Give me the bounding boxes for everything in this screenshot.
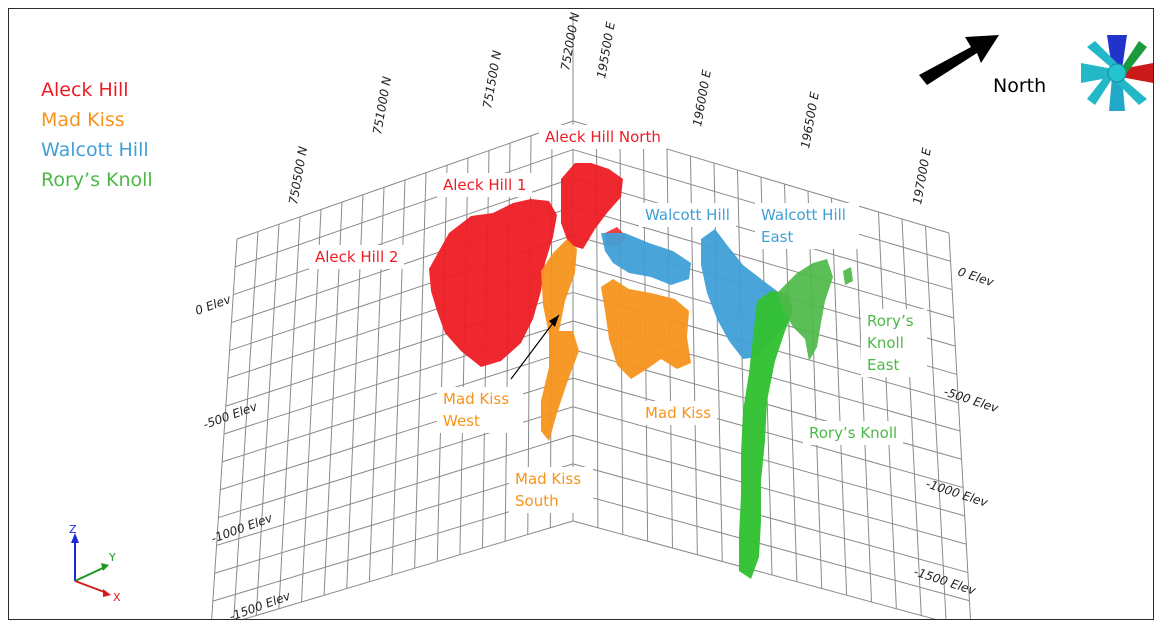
- grid-line: [242, 520, 574, 619]
- elev-left-tick-label: 0 Elev: [193, 292, 233, 318]
- grid-line: [236, 120, 574, 240]
- elev-right-tick-label: 0 Elev: [956, 265, 996, 290]
- legend-mad-kiss: Mad Kiss: [41, 109, 125, 131]
- legend-rorys-knoll: Rory’s Knoll: [41, 169, 153, 191]
- elev-right-tick-label: -500 Elev: [942, 385, 1001, 416]
- easting-tick-label: 197000 E: [910, 146, 934, 205]
- easting-tick-label: 196500 E: [798, 90, 822, 149]
- rorys-knoll-east-body[interactable]: [777, 259, 833, 361]
- grid-line: [233, 231, 259, 619]
- triad-z-label: Z: [69, 525, 77, 536]
- northing-tick-label: 751500 N: [480, 49, 504, 109]
- northing-tick-label: 751000 N: [370, 75, 394, 135]
- mad-kiss-body[interactable]: [601, 279, 691, 379]
- axis-triad-icon: Z Y X: [69, 525, 121, 604]
- rorys-knoll-east-outlier: [843, 267, 853, 285]
- aleck-hill-north-body[interactable]: [561, 163, 623, 249]
- north-label: North: [993, 75, 1047, 97]
- grid-line: [572, 434, 967, 545]
- label-walcott-hill: Walcott Hill: [639, 203, 736, 227]
- label-aleck-hill-north: Aleck Hill North: [539, 125, 667, 149]
- legend: Aleck Hill Mad Kiss Walcott Hill Rory’s …: [41, 75, 153, 195]
- legend-aleck-hill: Aleck Hill: [41, 79, 129, 101]
- label-rorys-knoll-east: Rory’s Knoll East: [861, 309, 927, 377]
- 3d-scene[interactable]: 750500 N 751000 N 751500 N 752000 N 195500 E…: [9, 9, 1154, 620]
- elev-right-tick-label: -1500 Elev: [912, 565, 978, 598]
- label-mad-kiss: Mad Kiss: [639, 401, 718, 425]
- grid-line: [572, 406, 965, 517]
- legend-walcott-hill: Walcott Hill: [41, 139, 149, 161]
- aleck-hill-body[interactable]: [429, 199, 557, 367]
- grid-line: [572, 377, 964, 489]
- grid-line: [234, 149, 574, 268]
- mad-kiss-orebodies[interactable]: [541, 239, 691, 441]
- northing-tick-label: 750500 N: [286, 145, 310, 205]
- leader-arrowhead-icon: [549, 315, 559, 327]
- grid-line: [216, 434, 574, 546]
- label-aleck-hill-1: Aleck Hill 1: [437, 173, 533, 197]
- triad-y-label: Y: [108, 551, 116, 564]
- label-aleck-hill-2: Aleck Hill 2: [309, 245, 405, 269]
- grid-line: [221, 349, 574, 463]
- grid-line: [572, 206, 954, 319]
- grid-line: [572, 491, 970, 602]
- elev-left-tick-label: -500 Elev: [201, 399, 260, 432]
- walcott-hill-body[interactable]: [601, 233, 691, 285]
- viewport-frame[interactable]: 750500 N 751000 N 751500 N 752000 N 195500 E…: [8, 8, 1154, 620]
- triad-x-label: X: [113, 591, 121, 604]
- grid-line: [233, 177, 574, 296]
- reference-grid: [211, 13, 971, 619]
- label-mad-kiss-south: Mad Kiss South: [509, 467, 593, 513]
- north-arrow-icon: [919, 35, 999, 85]
- orientation-widget-icon[interactable]: [1079, 31, 1154, 113]
- easting-tick-label: 196000 E: [690, 68, 714, 127]
- elev-right-tick-label: -1000 Elev: [924, 477, 990, 510]
- grid-line: [948, 232, 971, 619]
- easting-tick-label: 195500 E: [594, 20, 618, 79]
- northing-tick-label: 752000 N: [558, 11, 582, 71]
- rorys-knoll-orebodies[interactable]: [739, 259, 853, 579]
- elev-left-tick-label: -1000 Elev: [209, 510, 275, 545]
- mad-kiss-west-leader: [510, 314, 560, 380]
- grid-line: [572, 520, 937, 619]
- grid-line: [572, 463, 968, 573]
- label-rorys-knoll: Rory’s Knoll: [803, 421, 904, 445]
- elev-left-tick-label: -1500 Elev: [227, 588, 293, 620]
- label-walcott-hill-east: Walcott Hill East: [755, 203, 859, 249]
- mad-kiss-west-body[interactable]: [541, 239, 579, 441]
- label-mad-kiss-west: Mad Kiss West: [437, 387, 523, 433]
- rorys-knoll-body[interactable]: [739, 291, 793, 579]
